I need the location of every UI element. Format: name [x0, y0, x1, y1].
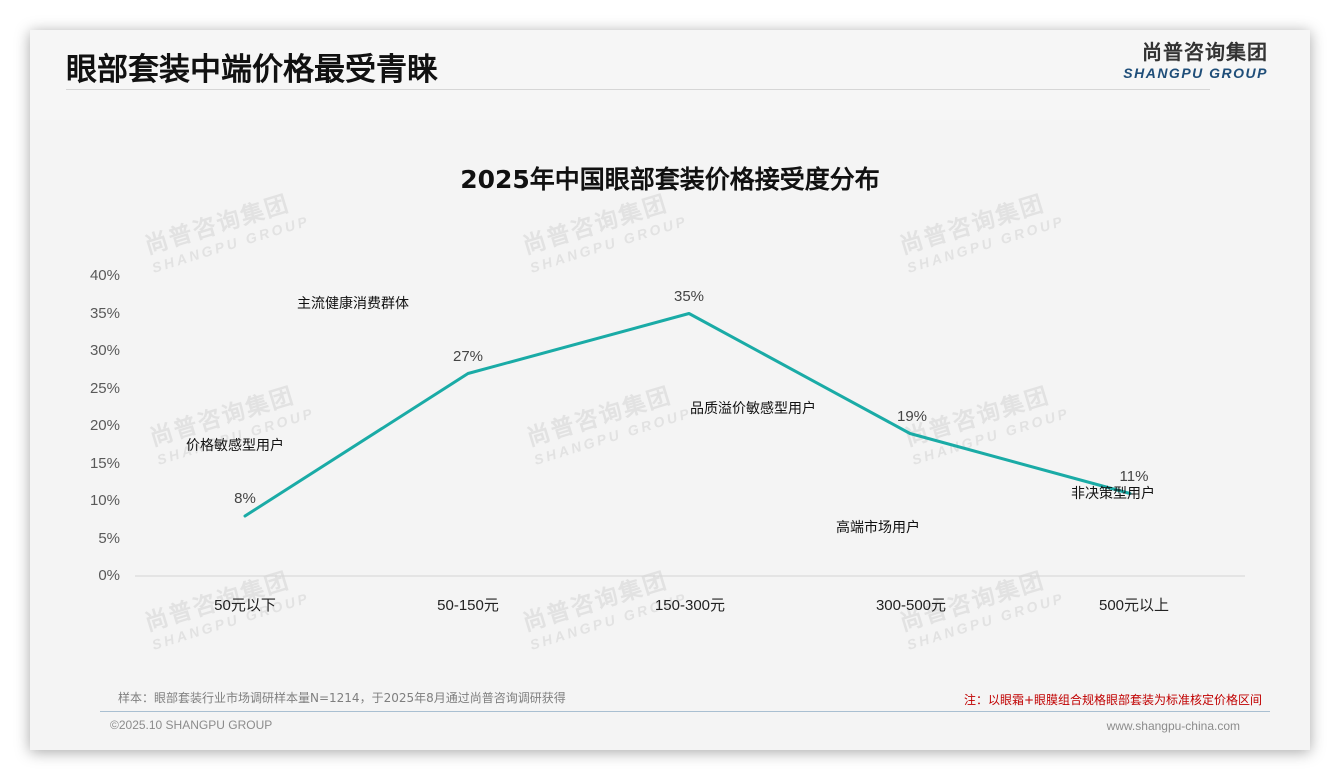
data-label: 19%: [896, 408, 928, 425]
data-label: 8%: [234, 490, 256, 507]
title-divider: [66, 89, 1210, 90]
logo-cn-text: 尚普咨询集团: [1142, 40, 1268, 64]
y-tick: 15%: [89, 455, 120, 472]
slide: [30, 30, 1310, 750]
series-line: [243, 312, 1132, 518]
y-tick: 40%: [89, 267, 120, 284]
logo-en-text: SHANGPU GROUP: [1123, 65, 1268, 81]
x-tick: 300-500元: [875, 597, 947, 614]
company-logo: 尚普咨询集团 SHANGPU GROUP: [1123, 36, 1268, 81]
sample-note: 样本：眼部套装行业市场调研样本量N=1214，于2025年8月通过尚普咨询调研获…: [118, 691, 566, 705]
segment-annotation: 高端市场用户: [836, 520, 920, 536]
segment-annotation: 非决策型用户: [1071, 486, 1155, 502]
copyright-text: ©2025.10 SHANGPU GROUP: [110, 718, 273, 732]
y-tick: 25%: [89, 380, 120, 397]
website-link[interactable]: www.shangpu-china.com: [1106, 719, 1240, 733]
data-label: 11%: [1119, 468, 1149, 485]
x-tick: 500元以上: [1098, 597, 1170, 614]
data-label: 27%: [452, 348, 484, 365]
slide-header-band: [30, 30, 1310, 120]
x-tick: 150-300元: [654, 597, 726, 614]
y-tick: 10%: [89, 492, 120, 509]
y-tick: 0%: [98, 567, 120, 584]
y-tick: 20%: [89, 417, 120, 434]
y-tick: 5%: [98, 530, 120, 547]
chart-title: 2025年中国眼部套装价格接受度分布: [460, 165, 880, 194]
page-title: 眼部套装中端价格最受青睐: [66, 52, 438, 88]
definition-note: 注：以眼霜+眼膜组合规格眼部套装为标准核定价格区间: [963, 693, 1262, 707]
segment-annotation: 价格敏感型用户: [186, 438, 284, 454]
x-tick: 50-150元: [437, 597, 499, 614]
y-tick: 35%: [89, 305, 120, 322]
segment-annotation: 品质溢价敏感型用户: [690, 401, 816, 417]
segment-annotation: 主流健康消费群体: [297, 296, 409, 312]
x-tick: 50元以下: [214, 597, 276, 614]
footer-divider: [100, 711, 1270, 712]
data-label: 35%: [673, 288, 705, 305]
y-tick: 30%: [89, 342, 120, 359]
